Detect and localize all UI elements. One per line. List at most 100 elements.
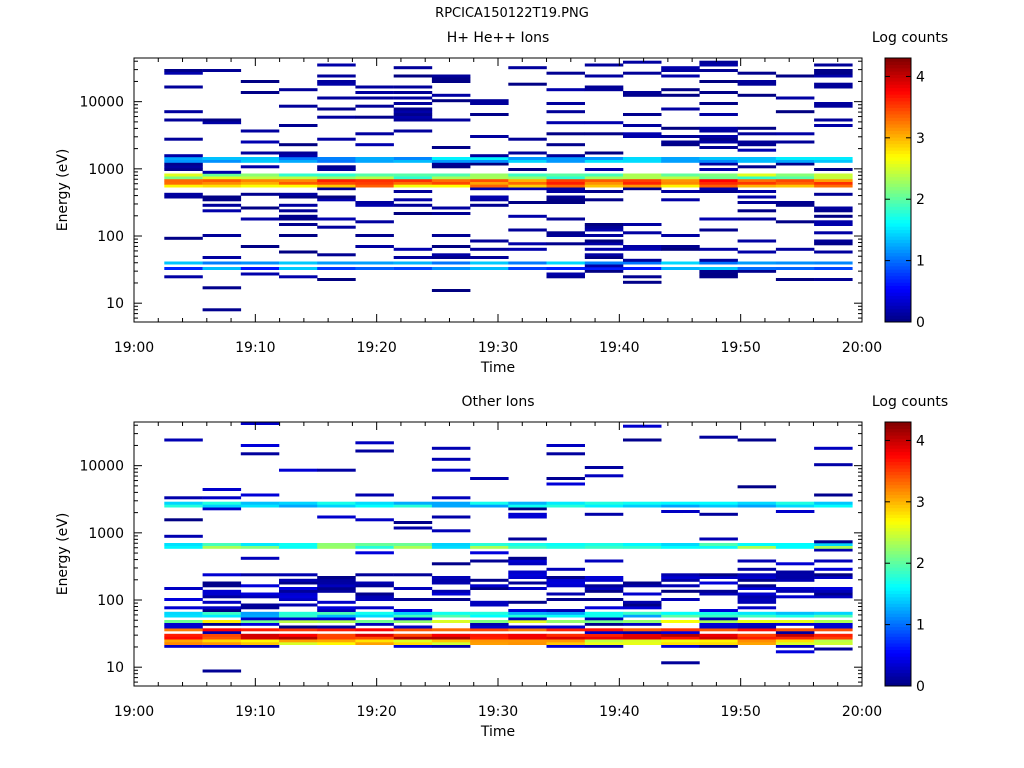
heatmap-cell — [814, 231, 853, 235]
heatmap-cell — [431, 642, 471, 645]
heatmap-cell — [240, 91, 280, 94]
heatmap-cell — [431, 146, 471, 149]
heatmap-cell — [279, 504, 318, 508]
heatmap-cell — [164, 534, 203, 538]
heatmap-cell — [584, 631, 624, 634]
heatmap-cell — [317, 504, 356, 508]
colorbar-segment — [885, 315, 911, 320]
heatmap-cell — [814, 184, 853, 188]
heatmap-cell — [737, 157, 777, 160]
heatmap-cell — [470, 176, 509, 180]
heatmap-cell — [508, 267, 547, 270]
heatmap-cell — [355, 203, 394, 207]
colorbar-segment — [885, 94, 911, 98]
colorbar-segment — [885, 77, 911, 82]
colorbar-segment — [885, 567, 911, 571]
heatmap-cell — [814, 71, 853, 75]
colorbar-segment — [885, 100, 911, 105]
y-tick-label: 10 — [106, 296, 124, 312]
heatmap-cell — [546, 121, 585, 125]
heatmap-cell — [279, 104, 318, 108]
heatmap-cell — [814, 446, 853, 450]
heatmap-cell — [661, 661, 700, 665]
heatmap-cell — [431, 628, 471, 632]
colorbar-segment — [885, 633, 911, 637]
heatmap-cell — [814, 242, 853, 246]
heatmap-cell — [584, 639, 624, 643]
heatmap-cell — [470, 102, 509, 105]
heatmap-cells — [164, 422, 853, 673]
heatmap-cell — [623, 258, 662, 262]
heatmap-cell — [355, 628, 394, 632]
colorbar-segment — [885, 312, 911, 316]
y-tick-label: 1000 — [88, 162, 124, 178]
heatmap-cell — [355, 449, 394, 453]
heatmap-cell — [661, 504, 700, 508]
heatmap-cell — [661, 644, 700, 648]
heatmap-cell — [240, 573, 280, 577]
colorbar-segment — [885, 468, 911, 472]
colorbar-segment — [885, 64, 911, 69]
heatmap-cell — [202, 628, 242, 632]
heatmap-cell — [699, 633, 738, 637]
heatmap-cell — [737, 633, 777, 637]
heatmap-cell — [814, 102, 853, 105]
heatmap-cell — [164, 157, 203, 160]
colorbar-segment — [885, 140, 911, 145]
heatmap-cell — [202, 620, 242, 623]
heatmap-cell — [623, 179, 662, 182]
heatmap-cell — [623, 581, 662, 585]
heatmap-cell — [699, 504, 738, 508]
heatmap-cell — [317, 589, 356, 593]
heatmap-cell — [775, 562, 815, 566]
heatmap-cell — [393, 543, 433, 546]
heatmap-cell — [164, 159, 203, 163]
heatmap-cell — [317, 253, 356, 257]
heatmap-cell — [508, 617, 547, 621]
colorbar-segment — [885, 124, 911, 128]
heatmap-cell — [623, 592, 662, 596]
heatmap-cell — [737, 176, 777, 180]
heatmap-cell — [546, 88, 585, 92]
heatmap-cell — [775, 220, 815, 224]
heatmap-cell — [393, 184, 433, 188]
heatmap-cell — [546, 567, 585, 571]
heatmap-cell — [164, 611, 203, 615]
heatmap-cell — [317, 639, 356, 643]
heatmap-cell — [775, 614, 815, 618]
colorbar-segment — [885, 219, 911, 224]
colorbar-segment — [885, 600, 911, 604]
colorbar-segment — [885, 249, 911, 254]
heatmap-cell — [317, 584, 356, 588]
heatmap-cell — [508, 515, 547, 519]
heatmap-cell — [814, 493, 853, 497]
heatmap-cell — [393, 85, 433, 89]
heatmap-cell — [279, 639, 318, 643]
x-axis-label: Time — [480, 360, 515, 376]
heatmap-cell — [661, 584, 700, 588]
heatmap-cell — [164, 438, 203, 442]
heatmap-cell — [699, 622, 738, 626]
heatmap-cell — [164, 85, 203, 89]
heatmap-cell — [431, 614, 471, 618]
heatmap-cell — [661, 181, 700, 185]
heatmap-cell — [775, 74, 815, 78]
heatmap-cell — [699, 140, 738, 144]
colorbar-segment — [885, 74, 911, 79]
heatmap-cell — [317, 642, 356, 645]
heatmap-cell — [393, 611, 433, 615]
heatmap-cell — [814, 124, 853, 127]
heatmap-cell — [699, 628, 738, 632]
colorbar-segment — [885, 97, 911, 102]
heatmap-cell — [240, 611, 280, 615]
heatmap-cell — [317, 617, 356, 621]
heatmap-cell — [584, 474, 624, 478]
heatmap-cell — [393, 247, 433, 251]
heatmap-cell — [508, 66, 547, 70]
heatmap-cell — [317, 600, 356, 604]
colorbar-segment — [885, 157, 911, 161]
heatmap-cell — [470, 187, 509, 191]
heatmap-cell — [202, 118, 242, 122]
heatmap-cell — [814, 504, 853, 508]
colorbar-segment — [885, 61, 911, 65]
